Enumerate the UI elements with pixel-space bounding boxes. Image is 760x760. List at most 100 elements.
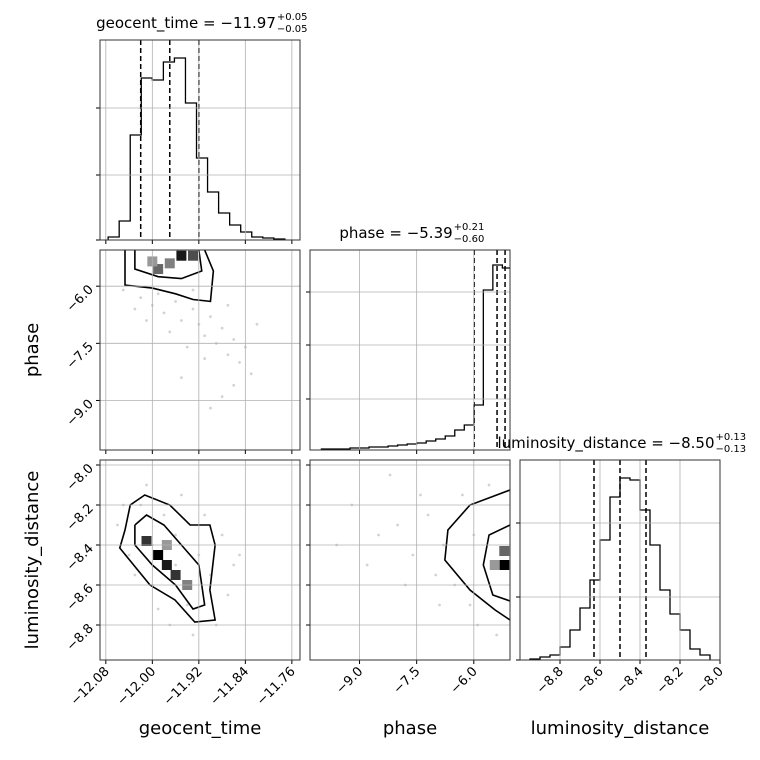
sample-point [388,473,392,477]
hist-outline [107,57,286,240]
sample-point [238,553,241,557]
y-tick-label: −7.5 [64,340,97,373]
sample-point [220,533,224,537]
sample-point [185,603,189,607]
hist-bar [130,135,141,240]
panel: −6.0 −7.5 −9.0 phase [22,249,301,454]
sample-point [127,553,131,557]
x-tick-label: −11.92 [161,664,206,709]
sample-point [203,513,207,517]
panel-content [121,250,259,410]
sample-point [460,493,464,497]
x-tick-label: −8.2 [654,664,687,697]
sample-point [365,563,369,567]
sample-point [139,296,143,300]
panel-frame [99,249,301,451]
hist-bar [590,580,600,660]
y-tick-label: −9.0 [64,397,97,430]
sample-point [209,406,212,410]
sample-point [116,523,119,527]
hist-bar [407,444,417,450]
hist-bar [690,649,700,660]
hist-bar [426,441,436,450]
panel-frame [309,459,511,661]
sample-point [121,288,125,292]
sample-point [434,573,438,577]
panel-frame [309,249,511,451]
x-tick-label: −8.0 [694,664,727,697]
density-cell [161,560,172,570]
hist-bar [219,213,230,240]
hist-bar [680,630,690,660]
sample-point [145,483,148,487]
hist-bar [483,290,493,450]
sample-point [220,326,224,330]
panel-content [107,40,286,240]
sample-point [191,288,195,292]
sample-point [495,633,499,637]
hist-bar [580,608,590,660]
density-cell [499,546,510,556]
sample-point [487,483,491,487]
panel: −9.0 −7.5 −6.0 phase [306,459,511,739]
sample-point [179,376,183,380]
sample-point [209,315,212,319]
panel: phase = −5.39 +0.21−0.60 [306,222,511,454]
sample-point [162,513,166,517]
y-tick-label: −8.6 [64,581,97,614]
hist-bar [455,430,465,450]
y-tick-label: −8.2 [64,501,97,534]
hist-bar [650,545,660,660]
contour [124,250,215,303]
density-cell [170,570,181,580]
sample-point [191,633,195,637]
title-lower: −0.60 [454,234,485,245]
hist-bar [600,540,610,660]
contour [118,494,217,623]
hist-bar [398,445,408,450]
y-tick-label: −8.8 [64,621,97,654]
title-lower: −0.05 [277,24,308,35]
hist-bar [230,225,241,240]
panel-frame [519,459,721,661]
density-cell [489,560,500,570]
density-cell [499,560,510,570]
x-tick-label: −9.0 [333,664,366,697]
hist-bar [620,478,630,660]
panel: −12.08 −12.00 −11.92 −11.84 −11.76 −8.0 −8.2 −8… [22,459,301,739]
sample-point [468,603,472,607]
x-tick-label: −8.8 [534,664,567,697]
x-tick-label: −6.0 [448,664,481,697]
sample-point [226,593,230,597]
panel-content [116,483,241,637]
sample-point [179,493,183,497]
sample-point [191,307,195,311]
hist-bar [560,647,570,660]
sample-point [133,573,137,577]
title-upper: +0.13 [716,432,747,443]
sample-point [174,533,177,537]
hist-bar [550,655,560,660]
hist-bar [185,103,196,240]
x-tick-label: −12.08 [68,664,113,709]
sample-point [255,322,259,326]
hist-bar [570,630,580,660]
x-tick-label: −12.00 [115,664,160,709]
sample-point [226,353,230,357]
sample-point [133,307,137,311]
title-upper: +0.05 [277,12,308,23]
sample-point [226,303,230,307]
density-cell [153,550,164,560]
sample-point [179,319,183,322]
sample-point [438,603,441,607]
panel-title: phase = −5.39 [339,224,452,242]
sample-point [203,334,207,338]
title-lower: −0.13 [716,444,747,455]
density-cell [164,258,175,269]
hist-bar [610,497,620,660]
y-tick-label: −6.0 [64,282,97,315]
x-axis-label: geocent_time [139,718,262,739]
hist-bar [163,62,174,240]
y-tick-label: −8.4 [64,541,97,574]
sample-point [396,523,400,527]
